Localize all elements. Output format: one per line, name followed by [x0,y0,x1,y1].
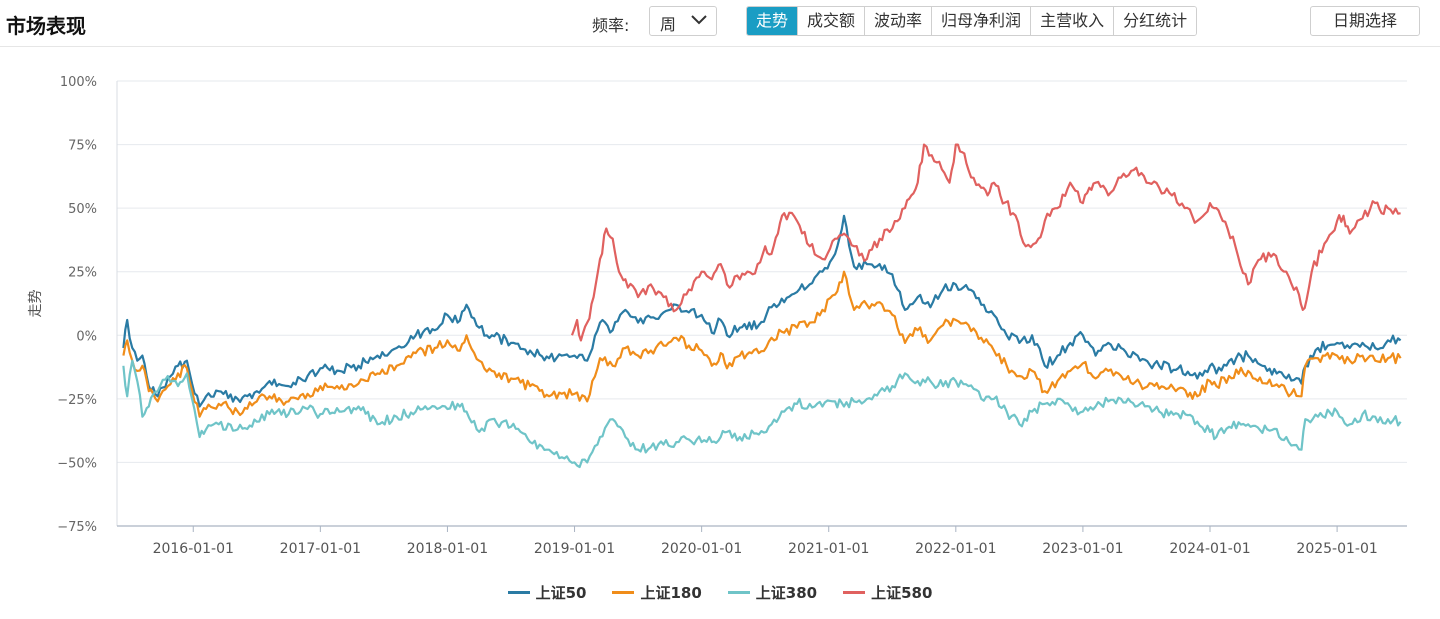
legend-swatch [612,590,635,594]
tab-trend[interactable]: 走势 [747,7,798,35]
legend-item[interactable]: 上证50 [507,580,587,604]
tab-volatility[interactable]: 波动率 [864,7,932,35]
x-tick-label: 2020-01-01 [661,541,742,557]
chevron-down-icon [691,15,707,25]
tab-revenue[interactable]: 主营收入 [1030,7,1114,35]
legend-label: 上证50 [535,583,587,602]
y-tick-label: 0% [76,329,97,344]
x-tick-label: 2017-01-01 [280,541,361,557]
frequency-label: 频率: [592,16,630,35]
x-tick-label: 2024-01-01 [1169,541,1250,557]
tab-turnover[interactable]: 成交额 [797,7,865,35]
x-tick-label: 2021-01-01 [788,541,869,557]
x-tick-label: 2019-01-01 [534,541,615,557]
page-title: 市场表现 [6,14,86,38]
header: 市场表现 频率: 周 走势 成交额 波动率 归母净利润 主营收入 分红统计 日期… [0,0,1440,47]
series-line-1 [122,214,1402,408]
tab-dividend[interactable]: 分红统计 [1113,7,1197,35]
x-tick-label: 2023-01-01 [1042,541,1123,557]
legend-item[interactable]: 上证580 [843,580,932,604]
y-tick-label: −75% [57,520,97,535]
x-tick-label: 2022-01-01 [915,541,996,557]
chart-legend: 上证50 上证180 上证380 上证580 [0,580,1440,604]
legend-label: 上证580 [871,583,933,602]
y-tick-label: 100% [60,75,97,90]
y-axis-label: 走势 [28,290,44,318]
x-tick-label: 2018-01-01 [407,541,488,557]
legend-label: 上证180 [640,583,702,602]
legend-label: 上证380 [755,583,818,602]
x-tick-label: 2016-01-01 [153,541,234,557]
series-line-4 [570,143,1401,342]
metric-tabs: 走势 成交额 波动率 归母净利润 主营收入 分红统计 [746,6,1198,36]
y-tick-label: 75% [68,139,97,154]
legend-swatch [727,590,750,594]
x-tick-label: 2025-01-01 [1296,541,1377,557]
tab-net-profit[interactable]: 归母净利润 [931,7,1031,35]
frequency-select[interactable]: 周 [649,6,717,36]
chart-area: −75% −50% −25% 0% 25% 50% 75% 100% 2016-01-01 201… [0,46,1440,619]
series-line-3 [122,359,1402,469]
legend-swatch [843,590,866,594]
date-select-button[interactable]: 日期选择 [1310,6,1420,36]
y-tick-label: −25% [57,393,97,408]
legend-item[interactable]: 上证380 [727,580,818,604]
y-tick-label: 25% [68,266,97,281]
legend-item[interactable]: 上证180 [612,580,702,604]
frequency-value: 周 [660,15,677,34]
line-chart: −75% −50% −25% 0% 25% 50% 75% 100% 2016-01-01 201… [28,75,1407,557]
y-tick-label: 50% [68,202,97,217]
legend-swatch [507,590,530,594]
y-tick-label: −50% [57,456,97,471]
series-line-2 [122,270,1402,418]
